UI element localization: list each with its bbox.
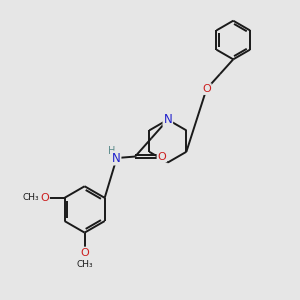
Text: N: N: [112, 152, 121, 164]
Text: O: O: [40, 193, 49, 203]
Text: CH₃: CH₃: [22, 194, 39, 202]
Text: CH₃: CH₃: [76, 260, 93, 269]
Text: N: N: [164, 113, 172, 126]
Text: O: O: [202, 84, 211, 94]
Text: O: O: [158, 152, 166, 161]
Text: O: O: [80, 248, 89, 257]
Text: H: H: [108, 146, 115, 157]
